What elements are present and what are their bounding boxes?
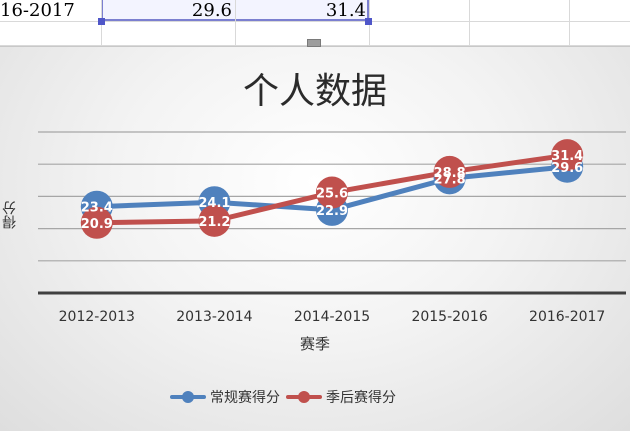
data-label: 28.8 bbox=[434, 166, 466, 181]
chart-area[interactable] bbox=[0, 46, 630, 431]
cell-regular-score[interactable]: 29.6 bbox=[191, 0, 232, 21]
data-point bbox=[316, 176, 348, 209]
data-label: 21.2 bbox=[198, 215, 230, 230]
column-gridline bbox=[469, 0, 470, 46]
data-label: 20.9 bbox=[81, 217, 113, 232]
legend-label-playoff: 季后赛得分 bbox=[326, 390, 396, 406]
data-label: 31.4 bbox=[551, 149, 583, 164]
x-tick-label: 2016-2017 bbox=[529, 309, 605, 325]
legend-marker-icon bbox=[286, 391, 322, 403]
selection-handle[interactable] bbox=[98, 18, 105, 25]
row-gridline bbox=[0, 21, 630, 22]
data-label: 22.9 bbox=[316, 204, 348, 219]
x-tick-label: 2015-2016 bbox=[411, 309, 487, 325]
spreadsheet-area: 16-2017 29.6 31.4 bbox=[0, 0, 630, 46]
x-axis-label: 赛季 bbox=[299, 335, 330, 353]
data-point bbox=[433, 155, 466, 188]
data-point bbox=[80, 206, 113, 239]
data-label: 27.8 bbox=[434, 172, 466, 187]
x-tick-label: 2014-2015 bbox=[294, 309, 370, 325]
column-gridline bbox=[569, 0, 570, 46]
cell-playoff-score[interactable]: 31.4 bbox=[325, 0, 366, 21]
column-gridline bbox=[235, 0, 236, 46]
legend-item-playoff: 季后赛得分 bbox=[286, 387, 396, 407]
chart-title: 个人数据 bbox=[242, 71, 387, 112]
data-label: 24.1 bbox=[198, 196, 230, 211]
data-label: 29.6 bbox=[551, 161, 583, 176]
x-tick-label: 2012-2013 bbox=[59, 309, 135, 325]
chart-legend: 常规赛得分 季后赛得分 bbox=[170, 384, 396, 410]
legend-label-regular: 常规赛得分 bbox=[210, 390, 280, 406]
data-point bbox=[551, 139, 584, 172]
data-label: 23.4 bbox=[81, 201, 113, 216]
cell-season[interactable]: 16-2017 bbox=[0, 0, 75, 21]
chart-resize-handle[interactable] bbox=[307, 39, 321, 47]
data-label: 25.6 bbox=[316, 187, 348, 202]
data-point bbox=[198, 204, 231, 237]
x-tick-label: 2013-2014 bbox=[176, 309, 252, 325]
legend-marker-icon bbox=[170, 391, 206, 403]
legend-item-regular: 常规赛得分 bbox=[170, 387, 280, 407]
selection-handle[interactable] bbox=[365, 18, 372, 25]
